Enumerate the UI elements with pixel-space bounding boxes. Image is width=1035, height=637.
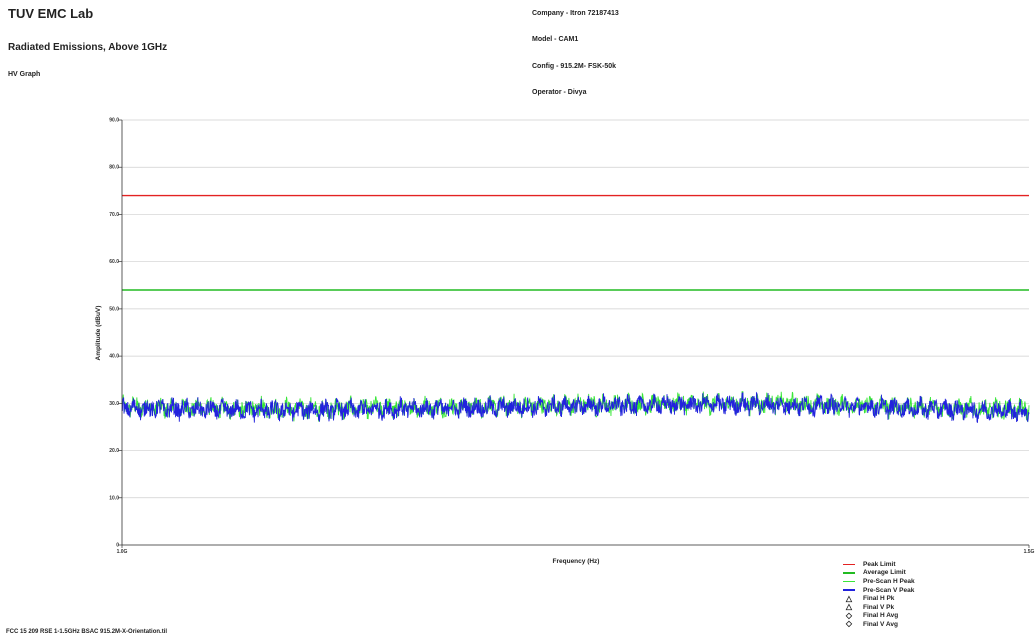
x-tick-label: 1.5G	[1024, 549, 1035, 555]
y-axis-label: Amplitude (dBuV)	[95, 306, 102, 361]
footer-filename: FCC 15 209 RSE 1-1.5GHz BSAC 915.2M-X-Or…	[6, 629, 168, 635]
company-info: Company - Itron 72187413	[532, 10, 619, 17]
triangle-icon: △	[845, 602, 853, 612]
y-tick-label: 70.0	[109, 212, 119, 218]
y-tick-label: 30.0	[109, 401, 119, 407]
y-tick-label: 90.0	[109, 118, 119, 124]
legend-label: Peak Limit	[863, 560, 896, 568]
legend-item: Pre-Scan H Peak	[843, 577, 915, 586]
y-tick-label: 20.0	[109, 448, 119, 454]
legend-label: Pre-Scan H Peak	[863, 577, 915, 585]
legend-item: △ Final V Pk	[843, 603, 915, 612]
legend-line-swatch	[843, 569, 855, 577]
grid-lines	[118, 119, 1029, 546]
y-tick-label: 60.0	[109, 259, 119, 265]
plot-frame	[121, 120, 1029, 546]
operator-info: Operator - Divya	[532, 89, 587, 96]
legend-label: Final V Avg	[863, 620, 898, 628]
legend-line-swatch	[843, 577, 855, 585]
y-tick-label: 50.0	[109, 306, 119, 312]
legend-item: Average Limit	[843, 569, 915, 578]
y-tick-label: 0	[116, 543, 119, 549]
legend-label: Average Limit	[863, 569, 906, 577]
x-tick-labels: 1.0G 1.5G	[117, 545, 1035, 555]
lab-title: TUV EMC Lab	[8, 6, 94, 21]
legend-label: Pre-Scan V Peak	[863, 586, 915, 594]
diamond-icon: ◇	[845, 619, 853, 629]
config-info: Config - 915.2M- FSK-50k	[532, 63, 617, 70]
model-info: Model - CAM1	[532, 36, 579, 43]
legend-item: ◇ Final H Avg	[843, 610, 915, 621]
y-tick-label: 10.0	[109, 495, 119, 501]
legend-line-swatch	[843, 560, 855, 568]
y-tick-label: 40.0	[109, 354, 119, 360]
x-tick-label: 1.0G	[117, 549, 128, 555]
y-tick-label: 80.0	[109, 165, 119, 171]
trace-pre-scan-v-peak	[121, 391, 1030, 423]
legend-item: Peak Limit	[843, 560, 915, 569]
legend-label: Final V Pk	[863, 603, 895, 611]
graph-name: HV Graph	[8, 71, 41, 78]
diamond-icon: ◇	[845, 610, 853, 620]
legend-label: Final H Avg	[863, 612, 899, 620]
legend-item: △ Final H Pk	[843, 594, 915, 603]
legend-item: Pre-Scan V Peak	[843, 586, 915, 595]
triangle-icon: △	[845, 593, 853, 603]
legend-label: Final H Pk	[863, 595, 895, 603]
legend-line-swatch	[843, 586, 855, 594]
legend-item: ◇ Final V Avg	[843, 620, 915, 629]
report-title: Radiated Emissions, Above 1GHz	[8, 42, 168, 53]
series-layer	[121, 194, 1030, 423]
chart-legend: Peak Limit Average Limit Pre-Scan H Peak Pr…	[843, 560, 915, 629]
y-tick-labels: 0 10.0 20.0 30.0 40.0 50.0 60.0 70.0 80.0 90.0	[109, 118, 119, 549]
x-axis-label: Frequency (Hz)	[553, 558, 600, 565]
